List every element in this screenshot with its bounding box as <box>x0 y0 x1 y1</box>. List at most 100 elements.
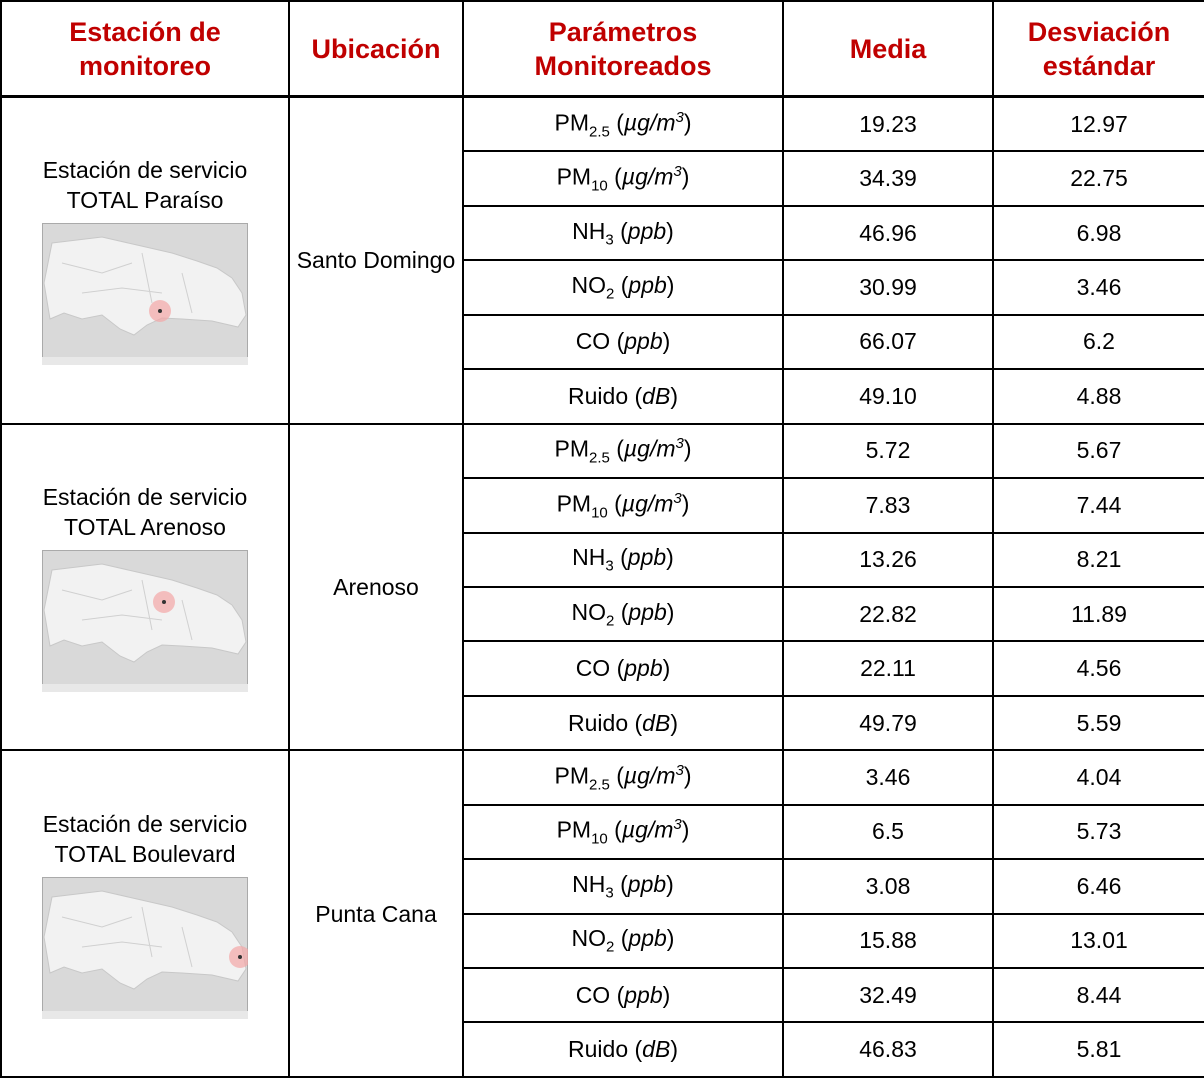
location: Punta Cana <box>315 900 437 927</box>
mean-cell: 3.46 <box>782 749 994 806</box>
station-cell: Estación de servicio TOTAL Arenoso <box>0 422 290 752</box>
table-row: NO2 (ppb) 15.88 13.01 <box>1 912 1204 970</box>
parameter-part: 10 <box>591 503 608 521</box>
parameter-cell: NH3 (ppb) <box>462 858 784 915</box>
table-row: Estación de servicio TOTAL Arenoso Arenos… <box>0 422 1204 752</box>
parameter-part: Ruido ( <box>568 382 643 409</box>
table-row: NO2 (ppb) 30.99 3.46 <box>1 259 1204 316</box>
mean-cell: 6.5 <box>782 803 994 861</box>
parameter-part: Ruido ( <box>568 1036 643 1063</box>
parameter-cell: Ruido (dB) <box>462 1021 784 1078</box>
mean-cell: 49.79 <box>782 694 994 752</box>
parameter-cell: CO (ppb) <box>462 313 784 371</box>
sd-cell: 12.97 <box>992 95 1204 153</box>
parameter-part: 10 <box>591 177 608 195</box>
parameter-part: ( <box>613 871 628 898</box>
parameter-part: ) <box>662 981 671 1008</box>
station-name: Estación de servicio TOTAL Paraíso <box>42 157 248 214</box>
sd-cell: 7.44 <box>992 477 1204 534</box>
sd-cell: 5.81 <box>992 1021 1204 1078</box>
parameter-cell: Ruido (dB) <box>462 694 784 752</box>
station-cell: Estación de servicio TOTAL Boulevard <box>0 749 290 1078</box>
mean-cell: 19.23 <box>782 95 994 153</box>
parameter-part: PM <box>556 163 592 190</box>
parameter-part: 3 <box>605 884 614 902</box>
parameter-part: 3 <box>673 489 682 507</box>
table-row: CO (ppb) 66.07 6.2 <box>1 313 1204 371</box>
parameter-part: ) <box>666 598 675 625</box>
mean-cell: 22.82 <box>782 585 994 643</box>
parameter-part: µg/m <box>621 163 674 190</box>
parameter-part: ) <box>681 490 690 517</box>
parameter-part: ( <box>607 163 622 190</box>
sd-cell: 5.59 <box>992 694 1204 752</box>
parameter-part: NH <box>572 544 606 571</box>
station-name: Estación de servicio TOTAL Boulevard <box>42 810 248 867</box>
parameter-cell: CO (ppb) <box>462 966 784 1024</box>
location-map <box>42 223 248 366</box>
parameter-part: ) <box>666 871 674 898</box>
parameter-part: 2 <box>606 939 615 957</box>
parameter-part: PM <box>554 435 589 462</box>
parameter-part: NO <box>571 598 607 625</box>
station-cell: Estación de servicio TOTAL Paraíso <box>0 95 290 425</box>
parameter-cell: NO2 (ppb) <box>462 259 784 316</box>
parameter-part: NO <box>571 925 607 952</box>
parameter-part: dB <box>642 709 671 736</box>
table-row: PM10 (µg/m3) 6.5 5.73 <box>1 803 1204 861</box>
parameter-cell: NO2 (ppb) <box>462 912 784 970</box>
location: Santo Domingo <box>296 247 456 274</box>
parameter-part: ppb <box>627 217 667 244</box>
parameter-part: PM <box>556 490 592 517</box>
table-row: Estación de servicio TOTAL Paraíso Santo … <box>0 95 1204 425</box>
parameter-part: µg/m <box>621 816 674 843</box>
mean-cell: 30.99 <box>782 259 994 316</box>
mean-cell: 49.10 <box>782 368 994 425</box>
parameter-part: CO ( <box>575 328 625 355</box>
parameter-part: 3 <box>675 108 684 126</box>
parameter-part: ( <box>613 217 628 244</box>
parameter-part: NH <box>572 217 606 244</box>
table-body: Estación de servicio TOTAL Paraíso Santo … <box>0 95 1204 1078</box>
location-map <box>42 876 248 1019</box>
sd-cell: 3.46 <box>992 259 1204 316</box>
parameter-part: ) <box>662 328 671 355</box>
parameter-part: 3 <box>675 435 684 453</box>
parameter-cell: Ruido (dB) <box>462 368 784 425</box>
parameter-part: ) <box>683 109 692 136</box>
parameter-part: 3 <box>605 231 614 249</box>
parameter-part: ) <box>683 762 692 789</box>
parameter-part: ( <box>609 435 624 462</box>
sd-cell: 5.73 <box>992 803 1204 861</box>
parameter-part: ( <box>607 816 622 843</box>
parameter-part: µg/m <box>623 762 676 789</box>
mean-cell: 7.83 <box>782 477 994 534</box>
table-row: Ruido (dB) 46.83 5.81 <box>1 1021 1204 1078</box>
parameter-part: ( <box>609 109 624 136</box>
parameter-part: µg/m <box>623 109 676 136</box>
parameter-part: ppb <box>628 598 667 625</box>
location-cell: Santo Domingo <box>288 95 464 425</box>
sd-cell: 6.98 <box>992 204 1204 262</box>
parameter-part: ) <box>666 544 674 571</box>
parameter-part: ) <box>670 709 678 736</box>
parameter-part: ppb <box>624 981 663 1008</box>
sd-cell: 4.56 <box>992 640 1204 697</box>
parameter-part: dB <box>642 1036 671 1063</box>
parameter-part: ) <box>670 382 678 409</box>
parameter-part: CO ( <box>575 655 625 682</box>
parameter-part: ppb <box>628 272 667 299</box>
location-cell: Punta Cana <box>288 749 464 1078</box>
parameter-part: ) <box>666 272 675 299</box>
parameter-part: 3 <box>675 761 684 779</box>
parameter-part: ( <box>613 544 628 571</box>
mean-cell: 32.49 <box>782 966 994 1024</box>
parameter-part: 2.5 <box>588 776 610 794</box>
parameter-part: PM <box>556 816 592 843</box>
mean-cell: 3.08 <box>782 858 994 915</box>
parameter-part: 2 <box>606 285 615 303</box>
location: Arenoso <box>333 573 419 600</box>
table-row: Ruido (dB) 49.79 5.59 <box>1 694 1204 752</box>
parameter-part: ) <box>670 1036 678 1063</box>
